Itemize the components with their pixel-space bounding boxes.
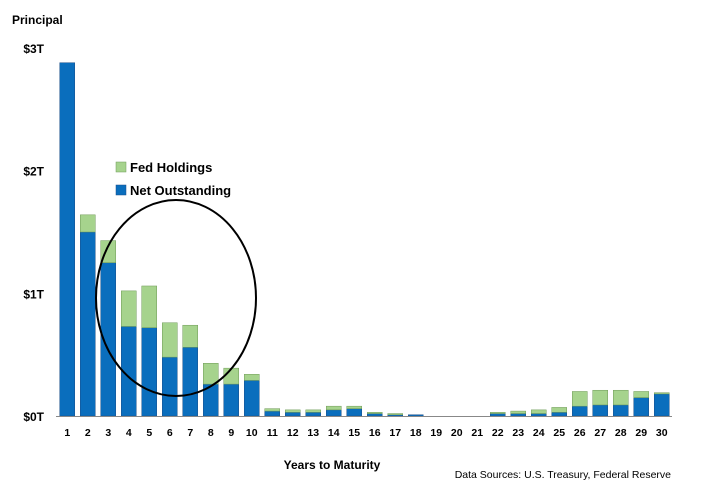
bar-fed-holdings bbox=[613, 389, 629, 406]
x-tick-label: 4 bbox=[126, 427, 132, 439]
x-tick-label: 15 bbox=[348, 427, 360, 439]
bar-net-outstanding bbox=[264, 410, 280, 417]
bar-net-outstanding bbox=[223, 383, 239, 417]
bar-fed-holdings bbox=[100, 240, 116, 263]
bar-fed-holdings bbox=[223, 367, 239, 385]
y-tick-label: $3T bbox=[23, 42, 44, 56]
bar-net-outstanding bbox=[162, 356, 178, 417]
bar-net-outstanding bbox=[59, 62, 75, 417]
x-tick-label: 18 bbox=[410, 427, 422, 439]
bar-fed-holdings bbox=[572, 391, 588, 407]
y-tick-label: $1T bbox=[23, 287, 44, 301]
bar-fed-holdings bbox=[592, 389, 608, 406]
x-tick-label: 8 bbox=[208, 427, 214, 439]
x-axis-title: Years to Maturity bbox=[284, 458, 381, 472]
bar-net-outstanding bbox=[531, 413, 547, 417]
bar-fed-holdings bbox=[264, 408, 280, 412]
bar-fed-holdings bbox=[551, 407, 567, 413]
bar-fed-holdings bbox=[121, 290, 137, 327]
bar-net-outstanding bbox=[551, 412, 567, 417]
x-tick-label: 23 bbox=[512, 427, 524, 439]
y-tick-labels: $0T $1T $2T $3T bbox=[23, 42, 44, 424]
x-tick-labels: 1 2 3 4 5 6 7 8 9 10 11 12 13 14 15 16 17 18 19 20 21 22 23 24 2… bbox=[64, 427, 667, 439]
x-tick-label: 10 bbox=[246, 427, 258, 439]
bar-fed-holdings bbox=[285, 409, 301, 413]
bar-fed-holdings bbox=[182, 324, 198, 348]
bar-net-outstanding bbox=[654, 393, 670, 417]
bar-fed-holdings bbox=[244, 374, 260, 381]
bars bbox=[59, 62, 670, 417]
bar-net-outstanding bbox=[572, 405, 588, 417]
x-tick-label: 1 bbox=[64, 427, 70, 439]
bar-net-outstanding bbox=[285, 412, 301, 417]
x-tick-label: 24 bbox=[533, 427, 545, 439]
y-tick-label: $0T bbox=[23, 410, 44, 424]
bar-net-outstanding bbox=[346, 408, 362, 417]
bar-net-outstanding bbox=[510, 413, 526, 417]
source-note: Data Sources: U.S. Treasury, Federal Res… bbox=[455, 469, 671, 481]
x-tick-label: 13 bbox=[307, 427, 319, 439]
bar-fed-holdings bbox=[141, 285, 157, 328]
x-tick-label: 26 bbox=[574, 427, 586, 439]
bar-fed-holdings bbox=[305, 409, 321, 413]
legend-label: Net Outstanding bbox=[130, 183, 231, 198]
x-tick-label: 25 bbox=[553, 427, 565, 439]
bar-net-outstanding bbox=[367, 413, 383, 417]
bar-fed-holdings bbox=[654, 392, 670, 395]
bar-fed-holdings bbox=[490, 412, 506, 414]
legend-label: Fed Holdings bbox=[130, 160, 212, 175]
y-tick-label: $2T bbox=[23, 165, 44, 179]
bar-net-outstanding bbox=[141, 327, 157, 417]
bar-net-outstanding bbox=[326, 409, 342, 417]
bar-fed-holdings bbox=[510, 410, 526, 414]
legend-swatch bbox=[115, 184, 127, 196]
bar-fed-holdings bbox=[531, 409, 547, 414]
x-tick-label: 29 bbox=[635, 427, 647, 439]
bar-net-outstanding bbox=[613, 404, 629, 417]
bar-fed-holdings bbox=[633, 391, 649, 398]
x-tick-label: 17 bbox=[389, 427, 401, 439]
x-tick-label: 30 bbox=[656, 427, 668, 439]
x-tick-label: 3 bbox=[105, 427, 111, 439]
x-tick-label: 19 bbox=[430, 427, 442, 439]
x-tick-label: 27 bbox=[594, 427, 606, 439]
x-tick-label: 16 bbox=[369, 427, 381, 439]
highlight-ellipse bbox=[95, 199, 257, 397]
x-tick-label: 28 bbox=[615, 427, 627, 439]
x-tick-label: 20 bbox=[451, 427, 463, 439]
bar-net-outstanding bbox=[592, 404, 608, 417]
bar-net-outstanding bbox=[244, 380, 260, 417]
x-tick-label: 12 bbox=[287, 427, 299, 439]
bar-fed-holdings bbox=[203, 363, 219, 385]
bar-fed-holdings bbox=[326, 405, 342, 411]
legend-swatch bbox=[115, 161, 127, 173]
bar-fed-holdings bbox=[367, 412, 383, 414]
legend: Fed Holdings Net Outstanding bbox=[115, 160, 231, 198]
bar-fed-holdings bbox=[162, 322, 178, 358]
bar-net-outstanding bbox=[408, 414, 424, 417]
bar-fed-holdings bbox=[387, 413, 403, 416]
x-tick-label: 2 bbox=[85, 427, 91, 439]
x-tick-label: 14 bbox=[328, 427, 340, 439]
bar-net-outstanding bbox=[633, 397, 649, 417]
x-tick-label: 11 bbox=[267, 427, 278, 439]
bar-net-outstanding bbox=[305, 412, 321, 417]
bar-net-outstanding bbox=[490, 413, 506, 417]
x-tick-label: 21 bbox=[471, 427, 483, 439]
x-tick-label: 5 bbox=[146, 427, 152, 439]
x-tick-label: 9 bbox=[228, 427, 234, 439]
x-tick-label: 22 bbox=[492, 427, 504, 439]
bar-net-outstanding bbox=[182, 347, 198, 417]
x-tick-label: 7 bbox=[187, 427, 193, 439]
y-axis-title: Principal bbox=[12, 13, 63, 27]
bar-net-outstanding bbox=[80, 231, 96, 417]
bar-fed-holdings bbox=[346, 405, 362, 409]
x-tick-label: 6 bbox=[167, 427, 173, 439]
bar-fed-holdings bbox=[80, 214, 96, 233]
